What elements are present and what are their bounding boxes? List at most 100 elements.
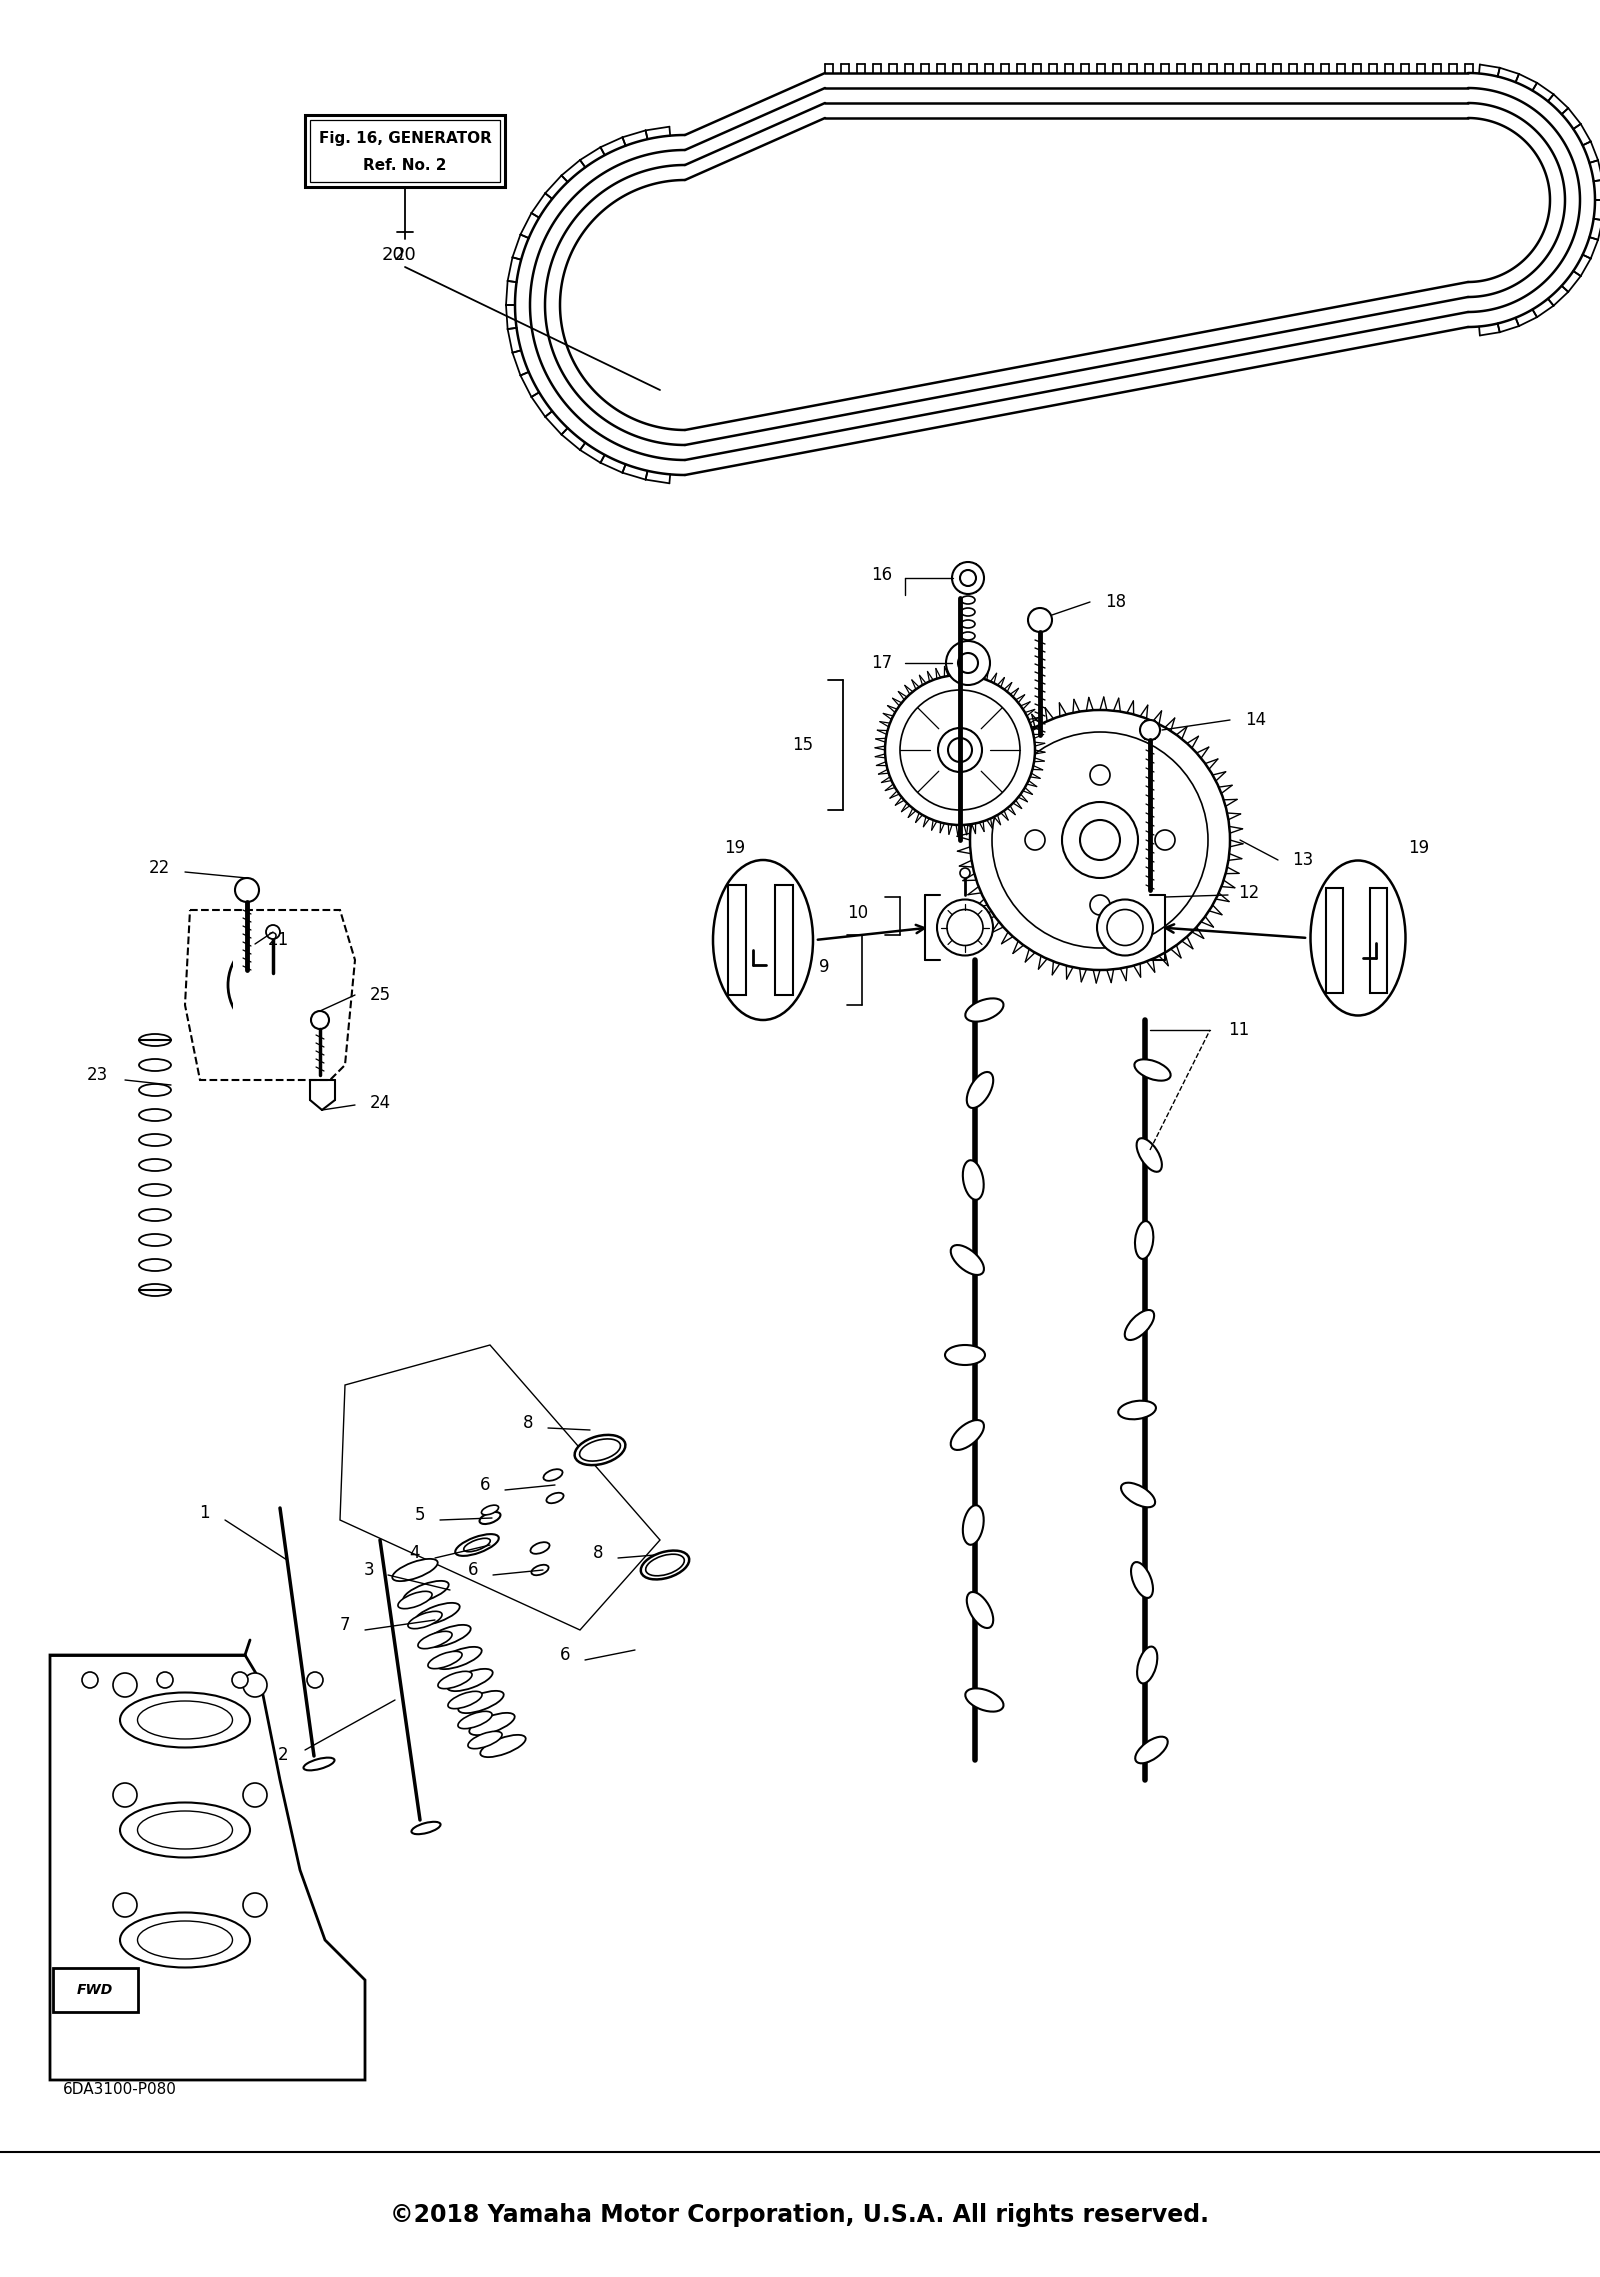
Bar: [1370, 888, 1387, 993]
Bar: [310, 121, 499, 182]
Ellipse shape: [139, 1034, 171, 1045]
Circle shape: [938, 729, 982, 772]
Text: 17: 17: [870, 653, 893, 672]
Circle shape: [307, 1671, 323, 1687]
Text: 10: 10: [846, 904, 867, 922]
Ellipse shape: [1310, 861, 1405, 1016]
Circle shape: [885, 674, 1035, 824]
Ellipse shape: [139, 1084, 171, 1095]
Ellipse shape: [411, 1822, 440, 1835]
Bar: [53, 1967, 138, 2013]
Ellipse shape: [139, 1259, 171, 1271]
Ellipse shape: [403, 1580, 448, 1603]
Circle shape: [947, 909, 982, 945]
Ellipse shape: [426, 1626, 470, 1646]
Circle shape: [232, 1671, 248, 1687]
Circle shape: [946, 642, 990, 685]
Ellipse shape: [456, 1535, 499, 1555]
Circle shape: [992, 731, 1208, 947]
Ellipse shape: [579, 1439, 621, 1462]
Text: 6DA3100-P080: 6DA3100-P080: [62, 2083, 178, 2097]
Bar: [728, 886, 746, 995]
Text: 19: 19: [1408, 838, 1429, 856]
Ellipse shape: [408, 1612, 442, 1628]
Circle shape: [899, 690, 1021, 811]
Text: 23: 23: [86, 1066, 109, 1084]
Ellipse shape: [714, 861, 813, 1020]
Text: FWD: FWD: [77, 1983, 114, 1997]
Ellipse shape: [437, 1646, 482, 1669]
Ellipse shape: [469, 1712, 515, 1735]
Ellipse shape: [138, 1810, 232, 1849]
Circle shape: [960, 868, 970, 879]
Ellipse shape: [1122, 1482, 1155, 1507]
Ellipse shape: [448, 1692, 482, 1708]
Circle shape: [243, 950, 314, 1020]
Circle shape: [310, 1011, 330, 1029]
Text: 20: 20: [382, 246, 405, 264]
Text: Ref. No. 2: Ref. No. 2: [363, 157, 446, 173]
Circle shape: [269, 975, 288, 995]
Circle shape: [1155, 831, 1174, 849]
Circle shape: [947, 738, 973, 763]
Circle shape: [114, 1892, 138, 1917]
Ellipse shape: [640, 1551, 690, 1580]
Ellipse shape: [544, 1469, 563, 1480]
Bar: [306, 116, 506, 187]
Ellipse shape: [574, 1435, 626, 1464]
Text: 3: 3: [363, 1562, 374, 1578]
Text: 4: 4: [410, 1544, 419, 1562]
Ellipse shape: [966, 1072, 994, 1109]
Text: 24: 24: [370, 1093, 390, 1111]
Circle shape: [970, 710, 1230, 970]
Circle shape: [266, 924, 280, 938]
Ellipse shape: [965, 1687, 1003, 1712]
Text: 21: 21: [269, 931, 290, 950]
Text: 11: 11: [1229, 1020, 1250, 1038]
Ellipse shape: [1136, 1737, 1168, 1762]
Ellipse shape: [963, 1505, 984, 1544]
Ellipse shape: [1125, 1309, 1154, 1341]
Ellipse shape: [965, 997, 1003, 1022]
Ellipse shape: [139, 1159, 171, 1170]
Text: 6: 6: [480, 1475, 490, 1494]
Ellipse shape: [531, 1564, 549, 1576]
Ellipse shape: [531, 1542, 549, 1553]
Ellipse shape: [946, 1346, 986, 1364]
Circle shape: [1026, 831, 1045, 849]
Text: 6: 6: [467, 1562, 478, 1578]
Ellipse shape: [139, 1234, 171, 1246]
Ellipse shape: [139, 1109, 171, 1120]
Bar: [774, 886, 794, 995]
Ellipse shape: [1131, 1562, 1154, 1598]
Circle shape: [1098, 899, 1154, 956]
Ellipse shape: [398, 1592, 432, 1608]
Ellipse shape: [139, 1134, 171, 1145]
Ellipse shape: [1118, 1400, 1155, 1419]
Ellipse shape: [480, 1512, 501, 1523]
Ellipse shape: [950, 1246, 984, 1275]
Ellipse shape: [458, 1712, 493, 1728]
Ellipse shape: [458, 1692, 504, 1712]
Text: 8: 8: [523, 1414, 533, 1432]
Ellipse shape: [139, 1284, 171, 1296]
Circle shape: [1090, 765, 1110, 786]
Circle shape: [114, 1674, 138, 1696]
Text: 16: 16: [870, 567, 893, 583]
Circle shape: [1090, 895, 1110, 915]
Ellipse shape: [427, 1651, 462, 1669]
Ellipse shape: [1134, 1220, 1154, 1259]
Circle shape: [82, 1671, 98, 1687]
Ellipse shape: [482, 1505, 499, 1514]
Ellipse shape: [138, 1701, 232, 1740]
Ellipse shape: [438, 1671, 472, 1690]
Text: 25: 25: [370, 986, 390, 1004]
Circle shape: [938, 899, 994, 956]
Ellipse shape: [448, 1669, 493, 1692]
Text: 20: 20: [394, 246, 416, 264]
Ellipse shape: [138, 1922, 232, 1958]
Circle shape: [1107, 909, 1142, 945]
Circle shape: [243, 1783, 267, 1808]
Text: 6: 6: [560, 1646, 570, 1664]
Ellipse shape: [139, 1209, 171, 1220]
